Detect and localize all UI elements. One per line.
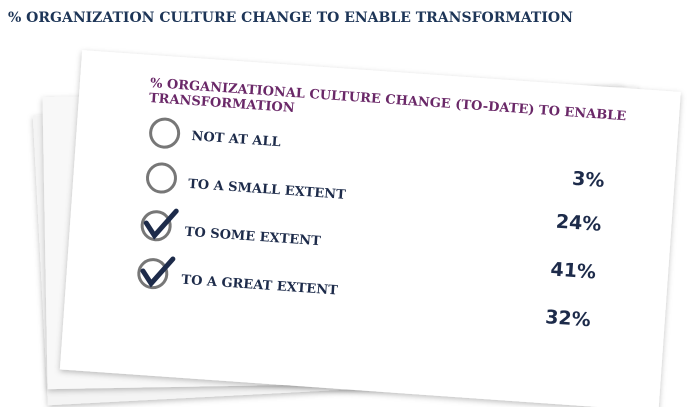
paper-top: % ORGANIZATIONAL CULTURE CHANGE (TO-DATE… <box>59 50 681 407</box>
check-mark <box>143 208 179 240</box>
percentage: 3% <box>571 168 605 192</box>
option-circle <box>137 258 169 290</box>
percentage: 41% <box>550 258 597 283</box>
percentage: 32% <box>544 306 591 331</box>
option-circle <box>140 210 172 242</box>
percentage: 24% <box>555 211 602 236</box>
option-circle <box>149 117 181 149</box>
paper-sheet <box>59 50 681 407</box>
option-circle <box>145 162 177 194</box>
option-label: NOT AT ALL <box>191 129 281 150</box>
check-mark <box>140 256 176 288</box>
paper-stack: % ORGANIZATIONAL CULTURE CHANGE (TO-DATE… <box>32 50 681 407</box>
page-title: % ORGANIZATION CULTURE CHANGE TO ENABLE … <box>8 10 573 26</box>
